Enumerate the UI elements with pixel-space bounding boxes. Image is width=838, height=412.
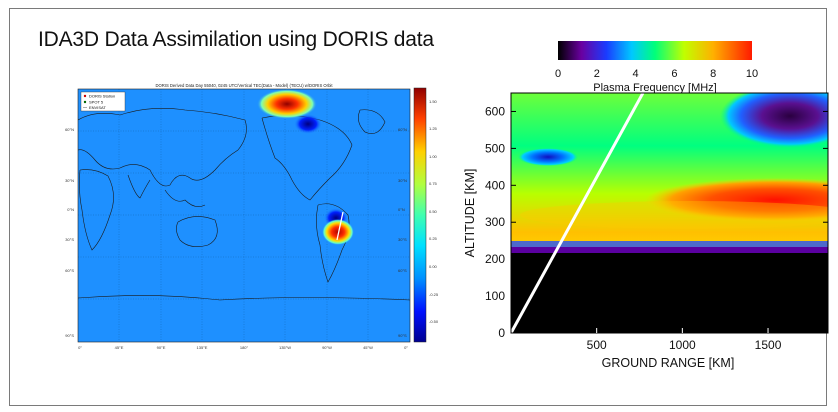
plasma-field [511, 93, 828, 333]
tec-depletion-north-america [294, 114, 322, 134]
map-gridlines [78, 89, 410, 340]
tec-colorbar-tick: 0.00 [429, 264, 438, 269]
plasma-colorbar-tick-label: 6 [671, 68, 677, 80]
plasma-x-tick-label: 500 [587, 338, 607, 352]
map-y-tick-left: 30°S [65, 237, 74, 242]
tec-colorbar [413, 87, 427, 343]
doris-orbit-track [336, 211, 344, 241]
plasma-colorbar-tick-label: 8 [710, 68, 716, 80]
plasma-x-tick-label: 1000 [669, 338, 696, 352]
legend-marker-spot5 [83, 100, 87, 104]
plasma-colorbar-label: Plasma Frequency [MHz] [593, 82, 716, 94]
plasma-plot-frame [510, 92, 829, 334]
tec-anomaly-north-pacific [257, 89, 317, 119]
legend-label-doris-station: DORIS Station [89, 94, 115, 99]
map-y-tick-right: 60°S [398, 268, 407, 273]
map-y-tick-right: 90°S [398, 333, 407, 338]
map-x-tick: 45°E [115, 345, 124, 350]
map-y-tick-left: 90°S [65, 333, 74, 338]
map-y-tick-right: 30°S [398, 237, 407, 242]
map-title: DORIS Derived Data Day 55040, 0245 UTC/V… [155, 83, 333, 88]
plasma-colorbar [558, 41, 752, 60]
tec-colorbar-tick: -0.25 [429, 292, 439, 297]
plasma-colorbar-ticks: 0 2 4 6 8 10 [555, 68, 758, 80]
tec-colorbar-tick: 0.75 [429, 181, 438, 186]
map-x-tick: 90°E [157, 345, 166, 350]
plasma-y-tick-label: 100 [485, 289, 505, 303]
map-y-tick-labels-right: 60°N 30°N 0°N 30°S 60°S 90°S [398, 127, 407, 338]
map-y-tick-left: 60°S [65, 268, 74, 273]
plasma-y-axis-label: ALTITUDE [KM] [463, 169, 477, 258]
tec-anomaly-south-america [322, 219, 354, 245]
continent-outlines [78, 108, 410, 301]
plasma-x-axis-label: GROUND RANGE [KM] [602, 356, 735, 370]
map-y-tick-right: 30°N [398, 178, 407, 183]
tec-colorbar-tick: 0.50 [429, 209, 438, 214]
plasma-y-tick-label: 400 [485, 178, 505, 192]
map-y-tick-right: 0°N [398, 207, 405, 212]
tec-colorbar-tick: 1.50 [429, 99, 438, 104]
plasma-frequency-chart: 0 2 4 6 8 10 Plasma Frequency [MHz] 0 100 200 30… [463, 41, 829, 370]
map-x-tick-labels: 0° 45°E 90°E 135°E 180° 135°W 90°W 45°W … [78, 345, 408, 350]
map-y-tick-left: 30°N [65, 178, 74, 183]
tec-colorbar-tick: 1.25 [429, 126, 438, 131]
map-x-tick: 135°W [279, 345, 291, 350]
plasma-trace-line [509, 92, 645, 334]
plasma-y-tick-label: 300 [485, 215, 505, 229]
map-legend: DORIS Station SPOT 5 ENVISAT [80, 91, 126, 112]
legend-label-spot5: SPOT 5 [89, 100, 104, 105]
plasma-y-tick-label: 200 [485, 252, 505, 266]
map-y-tick-labels-left: 60°N 30°N 0°N 30°S 60°S 90°S [65, 127, 74, 338]
plasma-x-tick-label: 1500 [755, 338, 782, 352]
tec-colorbar-tick: -0.50 [429, 319, 439, 324]
plasma-y-tick-label: 0 [498, 326, 505, 340]
tec-colorbar-tick-labels: 1.50 1.25 1.00 0.75 0.50 0.25 0.00 -0.25… [429, 99, 439, 324]
plasma-colorbar-tick-label: 0 [555, 68, 561, 80]
map-y-tick-left: 60°N [65, 127, 74, 132]
map-x-tick: 90°W [322, 345, 332, 350]
map-x-tick: 135°E [197, 345, 208, 350]
map-x-tick: 45°W [363, 345, 373, 350]
map-y-tick-left: 0°N [67, 207, 74, 212]
plasma-colorbar-tick-label: 2 [594, 68, 600, 80]
plasma-y-ticks: 0 100 200 300 400 500 600 [485, 104, 828, 340]
legend-label-envisat: ENVISAT [89, 105, 106, 110]
map-x-tick: 180° [240, 345, 249, 350]
plasma-y-tick-label: 500 [485, 141, 505, 155]
map-y-tick-right: 60°N [398, 127, 407, 132]
tec-colorbar-tick: 0.25 [429, 236, 438, 241]
plasma-x-ticks: 500 1000 1500 [587, 328, 782, 352]
map-x-tick: 0° [78, 345, 82, 350]
plasma-colorbar-tick-label: 4 [633, 68, 639, 80]
tec-colorbar-tick: 1.00 [429, 154, 438, 159]
tec-map: DORIS Derived Data Day 55040, 0245 UTC/V… [65, 83, 439, 350]
plasma-colorbar-tick-label: 10 [746, 68, 758, 80]
map-x-tick: 0° [404, 345, 408, 350]
legend-marker-doris-station [83, 94, 87, 98]
slide-title: IDA3D Data Assimilation using DORIS data [38, 28, 434, 51]
plasma-y-tick-label: 600 [485, 104, 505, 118]
